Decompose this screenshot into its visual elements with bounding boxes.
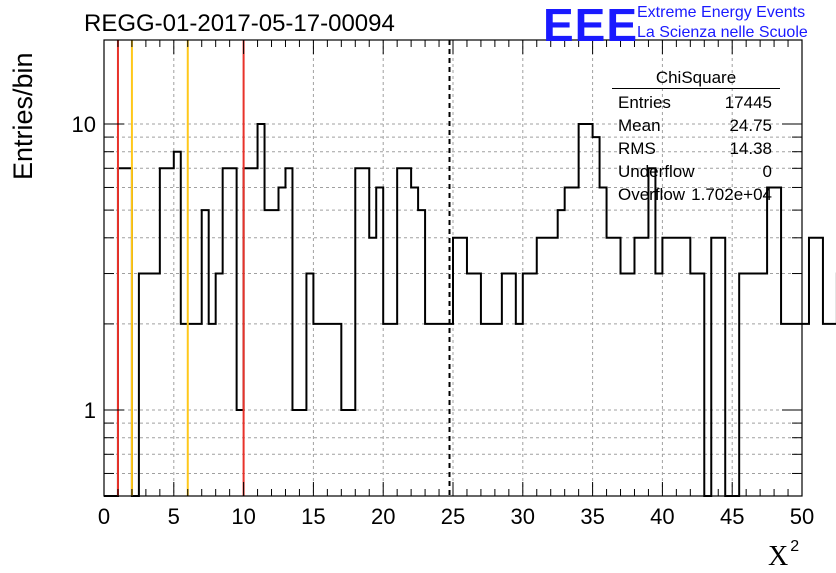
histogram-series (104, 123, 836, 497)
stats-key: Underflow (618, 162, 695, 181)
x-tick-label: 20 (371, 504, 395, 529)
stats-row-mean: Mean 24.75 (612, 114, 780, 137)
stats-row-underflow: Underflow 0 (612, 160, 780, 183)
stats-key: Entries (618, 93, 671, 112)
eee-logo-line2: La Scienza nelle Scuole (637, 24, 808, 41)
stats-value: 14.38 (729, 139, 772, 158)
stats-title: ChiSquare (612, 68, 780, 89)
stats-value: 17445 (724, 93, 772, 112)
y-tick-label: 1 (84, 398, 96, 423)
stats-key: Overflow (618, 185, 686, 204)
stats-key: RMS (618, 139, 656, 158)
x-tick-label: 25 (441, 504, 465, 529)
stats-row-rms: RMS 14.38 (612, 137, 780, 160)
stats-row-overflow: Overflow 1.702e+04 (612, 183, 780, 206)
stats-row-entries: Entries 17445 (612, 91, 780, 114)
x-tick-label: 15 (301, 504, 325, 529)
stats-value: 0 (762, 162, 772, 181)
stats-box: ChiSquare Entries 17445 Mean 24.75 RMS 14.3… (612, 68, 780, 206)
x-axis-label-sup: 2 (790, 538, 800, 555)
x-tick-label: 10 (231, 504, 255, 529)
x-tick-label: 50 (790, 504, 814, 529)
x-tick-label: 40 (650, 504, 674, 529)
stats-value: 24.75 (729, 116, 772, 135)
x-tick-label: 45 (720, 504, 744, 529)
x-tick-label: 35 (580, 504, 604, 529)
chart-title: REGG-01-2017-05-17-00094 (84, 10, 395, 37)
x-tick-label: 0 (98, 504, 110, 529)
y-axis-label: Entries/bin (8, 52, 38, 180)
x-axis-label-base: X (768, 541, 789, 572)
x-tick-label: 5 (168, 504, 180, 529)
y-tick-label: 10 (72, 112, 96, 137)
stats-value: 1.702e+04 (691, 185, 772, 204)
stats-key: Mean (618, 116, 661, 135)
eee-logo-mark: EEE (543, 0, 639, 51)
eee-logo-line1: Extreme Energy Events (637, 4, 806, 21)
x-tick-label: 30 (511, 504, 535, 529)
